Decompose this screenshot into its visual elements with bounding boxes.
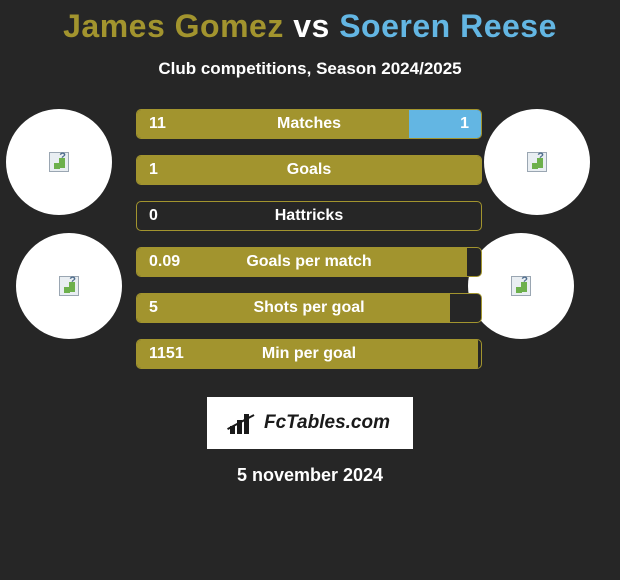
stat-row: 5Shots per goal (136, 293, 482, 323)
stat-left-value: 0.09 (137, 253, 192, 271)
stat-right-value: 1 (448, 115, 481, 133)
stats-arena: ? ? ? ? 111Matches1Goals0Hattricks0.09Go… (0, 109, 620, 389)
player2-name: Soeren Reese (339, 8, 557, 44)
player1-name: James Gomez (63, 8, 284, 44)
player2-photo-top: ? (484, 109, 590, 215)
brand-badge: FcTables.com (207, 397, 413, 449)
stat-row: 0.09Goals per match (136, 247, 482, 277)
brand-icon (230, 412, 258, 434)
player1-photo-bottom: ? (16, 233, 122, 339)
player1-photo-top: ? (6, 109, 112, 215)
stat-left-value: 1 (137, 161, 170, 179)
stat-row: 111Matches (136, 109, 482, 139)
subtitle: Club competitions, Season 2024/2025 (0, 59, 620, 79)
broken-image-icon: ? (49, 152, 69, 172)
comparison-title: James Gomez vs Soeren Reese (0, 0, 620, 45)
stat-bars: 111Matches1Goals0Hattricks0.09Goals per … (136, 109, 482, 385)
vs-text: vs (293, 8, 330, 44)
broken-image-icon: ? (59, 276, 79, 296)
player2-photo-bottom: ? (468, 233, 574, 339)
stat-left-value: 1151 (137, 345, 196, 363)
stat-row: 0Hattricks (136, 201, 482, 231)
stat-row: 1Goals (136, 155, 482, 185)
stat-left-value: 0 (137, 207, 170, 225)
stat-row: 1151Min per goal (136, 339, 482, 369)
brand-text: FcTables.com (264, 412, 390, 434)
broken-image-icon: ? (511, 276, 531, 296)
broken-image-icon: ? (527, 152, 547, 172)
stat-left-value: 11 (137, 115, 178, 133)
snapshot-date: 5 november 2024 (0, 465, 620, 486)
stat-left-value: 5 (137, 299, 170, 317)
